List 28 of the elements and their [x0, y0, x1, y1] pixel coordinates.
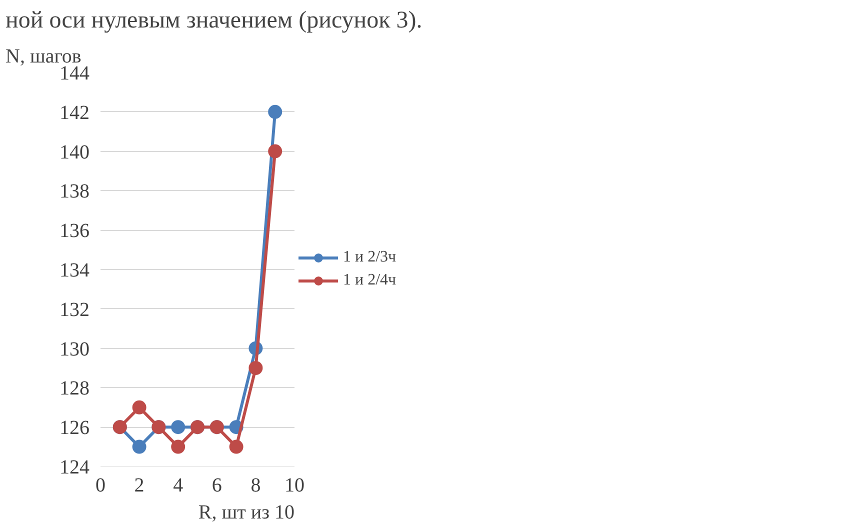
- x-axis-title: R, шт из 10: [198, 502, 295, 524]
- y-tick-label: 130: [60, 338, 90, 360]
- point: [268, 144, 282, 158]
- y-tick-label: 124: [60, 456, 90, 478]
- legend-label: 1 и 2/3ч: [343, 248, 396, 266]
- point: [171, 420, 186, 434]
- y-tick-label: 126: [60, 417, 90, 440]
- point: [248, 361, 263, 375]
- x-tick-label: 10: [284, 474, 304, 496]
- point: [132, 440, 146, 454]
- x-tick-label: 8: [250, 474, 261, 496]
- y-tick-label: 132: [60, 298, 90, 321]
- y-tick-label: 142: [60, 102, 90, 124]
- point: [229, 440, 244, 454]
- y-tick-label: 138: [60, 180, 90, 203]
- y-tick-label: 140: [60, 141, 90, 164]
- text: ной оси нулевым значением (рисунок 3).: [6, 8, 422, 34]
- x-tick-label: 4: [173, 474, 184, 496]
- point: [268, 104, 282, 119]
- x-tick-label: 6: [212, 474, 222, 496]
- y-tick-label: 134: [60, 260, 90, 282]
- x-tick-label: 0: [96, 474, 106, 496]
- y-tick-label: 136: [60, 220, 90, 242]
- x-tick-label: 2: [134, 474, 144, 496]
- legend-label: 1 и 2/4ч: [343, 272, 396, 290]
- point: [132, 400, 146, 414]
- point: [171, 440, 186, 454]
- y-tick-label: 128: [60, 378, 90, 400]
